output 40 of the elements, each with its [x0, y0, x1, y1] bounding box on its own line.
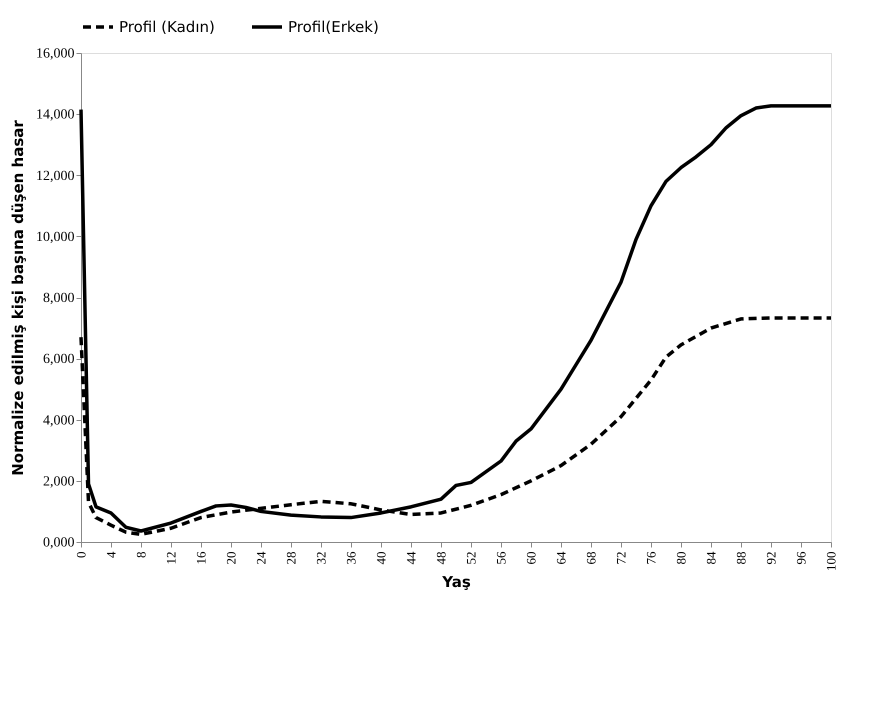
y-tick-label: 10,000 — [36, 230, 74, 245]
y-tick-label: 14,000 — [36, 108, 74, 123]
x-tick-label: 72 — [614, 552, 628, 564]
x-tick-label: 52 — [464, 552, 478, 564]
y-tick-label: 16,000 — [36, 46, 74, 62]
legend-label: Profil(Erkek) — [288, 18, 379, 36]
y-tick-label: 12,000 — [36, 168, 74, 184]
x-tick-label: 28 — [284, 552, 298, 564]
y-tick-label: 2,000 — [43, 474, 74, 490]
x-tick-label: 16 — [194, 551, 208, 564]
x-tick-label: 80 — [674, 552, 688, 564]
x-tick-label: 60 — [524, 552, 538, 564]
y-axis-title: Normalize edilmiş kişi başına düşen hasar — [9, 120, 27, 476]
x-tick-label: 76 — [644, 551, 658, 564]
x-tick-label: 84 — [704, 551, 718, 564]
line-series — [79, 104, 833, 533]
y-tick-label: 4,000 — [43, 413, 74, 428]
y-tick-label: 6,000 — [43, 352, 74, 368]
x-axis-title: Yaş — [441, 573, 471, 591]
x-tick-label: 96 — [794, 551, 808, 564]
y-tick-label: 8,000 — [43, 291, 74, 306]
x-tick-label: 92 — [764, 552, 778, 564]
x-tick-label: 88 — [734, 552, 748, 564]
x-tick-label: 40 — [374, 552, 388, 564]
x-tick-label: 20 — [224, 552, 238, 564]
x-tick-label: 24 — [254, 551, 268, 564]
x-tick-label: 68 — [584, 552, 598, 564]
x-tick-label: 48 — [434, 552, 448, 564]
x-tick-label: 4 — [104, 551, 118, 558]
x-tick-label: 44 — [404, 551, 418, 564]
x-tick-label: 0 — [74, 552, 88, 558]
x-tick-label: 56 — [494, 551, 508, 564]
x-tick-label: 100 — [824, 552, 838, 571]
x-tick-label: 36 — [344, 551, 358, 564]
x-tick-label: 64 — [554, 551, 568, 564]
x-tick-label: 8 — [134, 552, 148, 558]
legend-label: Profil (Kadın) — [119, 18, 215, 36]
x-tick-label: 12 — [164, 552, 178, 564]
y-tick-label: 0,000 — [43, 536, 74, 550]
x-tick-label: 32 — [314, 552, 328, 564]
